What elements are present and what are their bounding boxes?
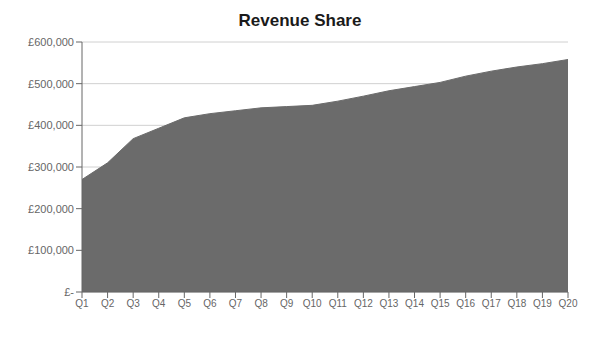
svg-text:Q1: Q1 — [75, 298, 89, 309]
svg-text:Q3: Q3 — [126, 298, 140, 309]
svg-text:Q16: Q16 — [456, 298, 475, 309]
svg-text:Q20: Q20 — [559, 298, 578, 309]
svg-text:Q19: Q19 — [533, 298, 552, 309]
svg-text:Q2: Q2 — [101, 298, 115, 309]
svg-text:Q15: Q15 — [431, 298, 450, 309]
svg-text:Q14: Q14 — [405, 298, 424, 309]
svg-text:£600,000: £600,000 — [28, 36, 74, 48]
svg-text:Q10: Q10 — [303, 298, 322, 309]
svg-text:Q7: Q7 — [229, 298, 243, 309]
svg-text:Q4: Q4 — [152, 298, 166, 309]
svg-text:Q17: Q17 — [482, 298, 501, 309]
svg-text:Q12: Q12 — [354, 298, 373, 309]
svg-text:£200,000: £200,000 — [28, 203, 74, 215]
svg-text:Q5: Q5 — [178, 298, 192, 309]
svg-text:£400,000: £400,000 — [28, 119, 74, 131]
svg-text:£300,000: £300,000 — [28, 161, 74, 173]
svg-text:£-: £- — [64, 286, 74, 298]
svg-text:£100,000: £100,000 — [28, 244, 74, 256]
svg-text:Q18: Q18 — [507, 298, 526, 309]
html-text:Revenue Share: Revenue Share — [238, 11, 362, 30]
svg-text:Q6: Q6 — [203, 298, 217, 309]
svg-text:£500,000: £500,000 — [28, 78, 74, 90]
svg-text:Q8: Q8 — [254, 298, 268, 309]
svg-text:Q11: Q11 — [329, 298, 348, 309]
svg-text:Q13: Q13 — [379, 298, 398, 309]
svg-text:Q9: Q9 — [280, 298, 294, 309]
